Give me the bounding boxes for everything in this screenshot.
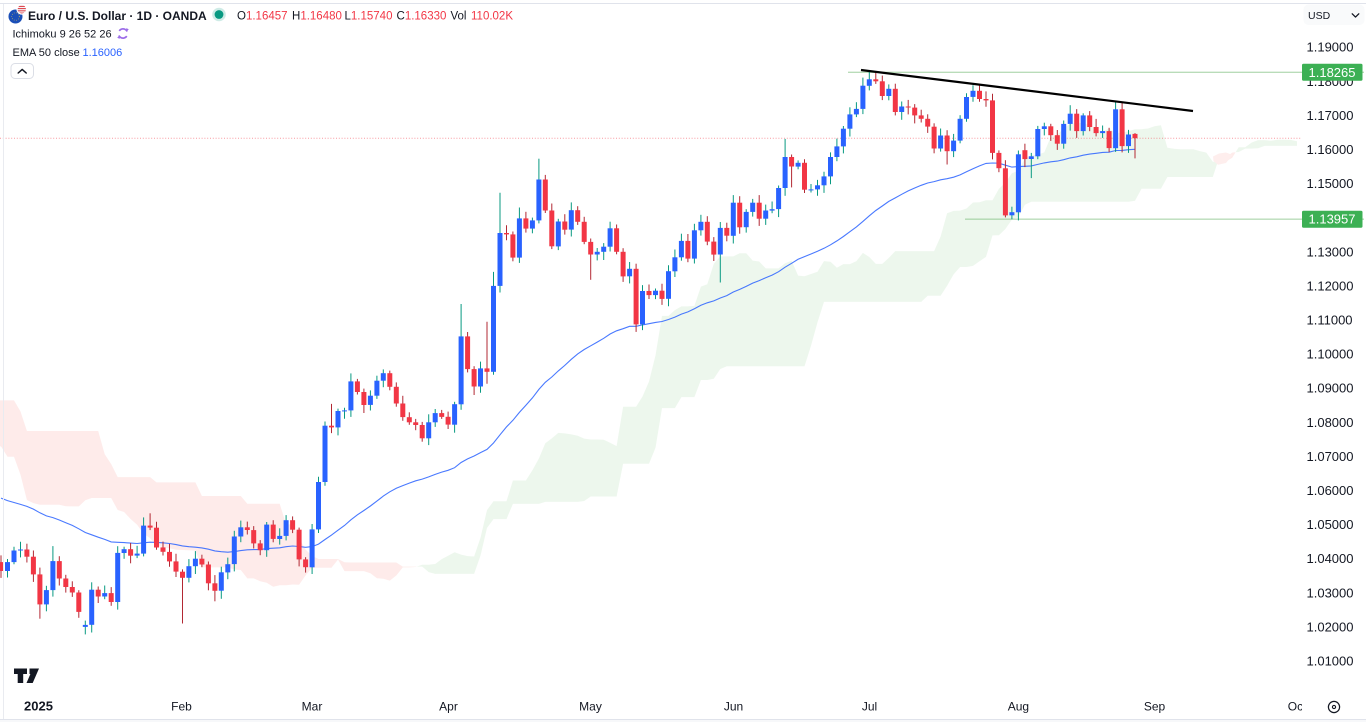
svg-text:1.13957: 1.13957	[1309, 212, 1356, 227]
svg-text:1.01000: 1.01000	[1307, 654, 1354, 669]
svg-text:Ichimoku 9 26 52 26: Ichimoku 9 26 52 26	[13, 29, 112, 41]
svg-text:Oct: Oct	[1288, 700, 1307, 714]
svg-text:Euro / U.S. Dollar · 1D · OAND: Euro / U.S. Dollar · 1D · OANDA	[28, 9, 207, 23]
svg-text:O1.16457: O1.16457	[237, 11, 288, 23]
svg-text:C1.16330: C1.16330	[397, 11, 447, 23]
svg-text:1.13000: 1.13000	[1307, 244, 1354, 259]
svg-text:1.05000: 1.05000	[1307, 517, 1354, 532]
svg-text:1.17000: 1.17000	[1307, 108, 1354, 123]
svg-text:USD: USD	[1308, 10, 1331, 22]
svg-text:110.02K: 110.02K	[471, 11, 513, 23]
svg-text:1.02000: 1.02000	[1307, 619, 1354, 634]
svg-text:May: May	[579, 700, 602, 714]
svg-text:1.16000: 1.16000	[1307, 142, 1354, 157]
svg-text:Aug: Aug	[1008, 700, 1029, 714]
svg-text:Sep: Sep	[1144, 700, 1166, 714]
svg-text:1.12000: 1.12000	[1307, 278, 1354, 293]
svg-text:1.07000: 1.07000	[1307, 449, 1354, 464]
svg-text:1.15000: 1.15000	[1307, 176, 1354, 191]
svg-text:2025: 2025	[24, 699, 53, 714]
svg-text:1.19000: 1.19000	[1307, 40, 1354, 55]
svg-text:L1.15740: L1.15740	[345, 11, 393, 23]
svg-text:1.06000: 1.06000	[1307, 483, 1354, 498]
svg-text:Vol: Vol	[451, 11, 467, 23]
svg-text:1.04000: 1.04000	[1307, 551, 1354, 566]
svg-text:Feb: Feb	[171, 700, 192, 714]
svg-text:1.10000: 1.10000	[1307, 347, 1354, 362]
svg-text:1.03000: 1.03000	[1307, 585, 1354, 600]
svg-text:1.16006: 1.16006	[83, 47, 123, 59]
svg-text:Jul: Jul	[862, 700, 877, 714]
svg-text:1.11000: 1.11000	[1307, 313, 1353, 328]
svg-text:Apr: Apr	[439, 700, 458, 714]
svg-text:Mar: Mar	[302, 700, 323, 714]
svg-text:H1.16480: H1.16480	[292, 11, 342, 23]
svg-text:EMA 50 close: EMA 50 close	[13, 47, 80, 59]
svg-text:1.08000: 1.08000	[1307, 415, 1354, 430]
svg-text:1.18265: 1.18265	[1309, 65, 1356, 80]
svg-text:1.09000: 1.09000	[1307, 381, 1354, 396]
svg-text:Jun: Jun	[724, 700, 743, 714]
